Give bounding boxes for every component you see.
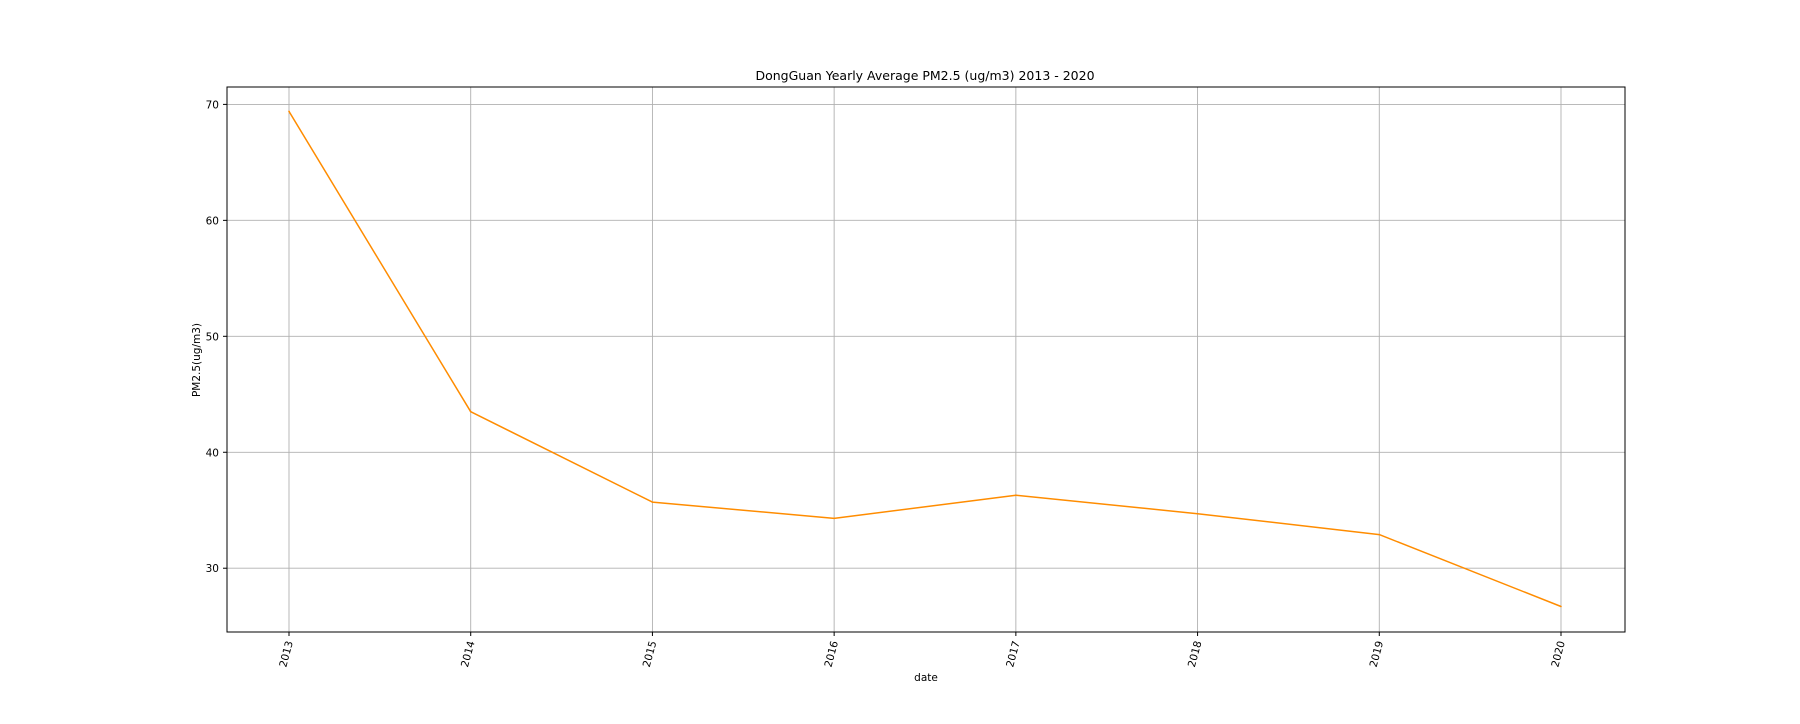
y-tick-label: 60 <box>206 215 219 227</box>
data-point <box>651 501 654 503</box>
x-tick-label: 2017 <box>1004 640 1023 669</box>
y-tick-label: 50 <box>206 331 219 343</box>
data-point <box>1560 605 1562 608</box>
x-tick-label: 2016 <box>823 639 842 668</box>
x-tick-label: 2019 <box>1368 640 1387 669</box>
x-axis-label: date <box>914 672 938 684</box>
x-tick-label: 2014 <box>459 639 478 668</box>
y-axis-label: PM2.5(ug/m3) <box>191 323 203 397</box>
x-axis-ticks: 2013 2014 2015 2016 2017 2018 2019 2020 <box>277 632 1568 669</box>
data-point <box>288 110 290 113</box>
grid-lines <box>227 87 1625 632</box>
y-tick-label: 40 <box>206 447 219 459</box>
x-tick-label: 2020 <box>1549 640 1568 669</box>
data-point <box>1196 512 1199 515</box>
y-tick-label: 30 <box>206 563 219 575</box>
data-point <box>469 410 472 413</box>
series-line <box>288 111 1562 608</box>
y-axis-ticks: 30 40 50 60 70 <box>206 99 227 575</box>
x-tick-label: 2013 <box>277 640 296 669</box>
plot-area-frame <box>226 86 1626 633</box>
data-point <box>1015 494 1017 496</box>
data-point <box>833 517 835 520</box>
data-point <box>1378 533 1381 536</box>
x-tick-label: 2015 <box>641 640 660 669</box>
series-layer <box>288 110 1562 608</box>
chart-title: DongGuan Yearly Average PM2.5 (ug/m3) 20… <box>755 68 1094 83</box>
x-tick-label: 2018 <box>1186 640 1205 669</box>
y-tick-label: 70 <box>206 99 219 111</box>
